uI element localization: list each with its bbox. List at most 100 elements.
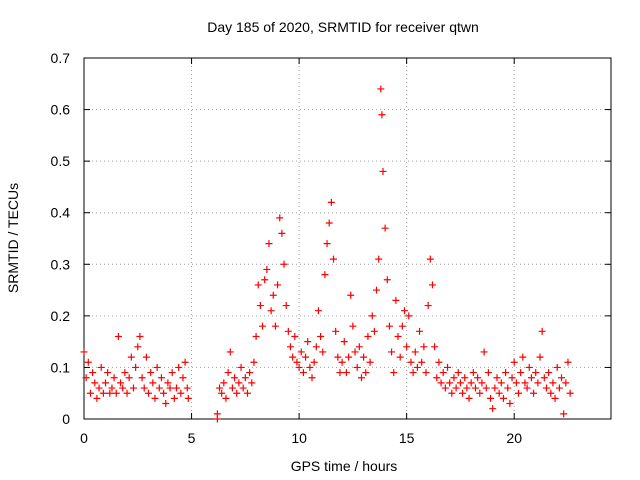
y-tick-label: 0.6 [51,102,71,118]
data-point [134,343,142,351]
data-point [327,198,335,206]
data-point [310,358,318,366]
data-point [259,322,267,330]
data-point [312,343,320,351]
x-tick-label: 5 [188,430,196,446]
data-point [562,379,570,387]
data-point [403,343,411,351]
data-point [267,307,275,315]
data-point [351,348,359,356]
data-point [452,384,460,392]
data-point [278,229,286,237]
data-point [398,322,406,330]
data-point [418,358,426,366]
data-point [355,343,363,351]
data-point [525,363,533,371]
data-point [444,363,452,371]
data-point [243,389,251,397]
data-point [549,379,557,387]
data-point [117,379,125,387]
data-point [224,369,232,377]
data-point [183,384,191,392]
data-point [246,369,254,377]
data-point [383,276,391,284]
data-point [532,369,540,377]
data-point [357,374,365,382]
data-point [385,322,393,330]
data-point [80,348,88,356]
data-point [261,276,269,284]
data-point [439,369,447,377]
data-point [448,389,456,397]
data-point [95,384,103,392]
data-point [295,363,303,371]
y-tick-label: 0.4 [51,205,71,221]
y-axis-label: SRMTID / TECUs [5,183,21,293]
data-point [349,322,357,330]
data-point [142,353,150,361]
data-point [151,394,159,402]
data-point [347,291,355,299]
data-point [263,265,271,273]
data-point [530,389,538,397]
data-point [411,348,419,356]
data-point [506,400,514,408]
data-point [172,384,180,392]
data-point [304,338,312,346]
data-point [110,374,118,382]
data-point [86,389,94,397]
data-point [125,374,133,382]
data-point [170,394,178,402]
data-point [471,384,479,392]
data-point [536,353,544,361]
data-point [459,389,467,397]
data-point [302,353,310,361]
data-point [373,286,381,294]
data-point [368,312,376,320]
data-point [381,224,389,232]
chart-title: Day 185 of 2020, SRMTID for receiver qtw… [207,19,479,35]
data-point [461,374,469,382]
data-point [149,379,157,387]
data-point [104,369,112,377]
data-point [428,281,436,289]
data-point [435,358,443,366]
y-tick-label: 0.5 [51,153,71,169]
data-point [319,348,327,356]
data-point [239,384,247,392]
data-point [338,358,346,366]
data-point [256,302,264,310]
data-point [129,384,137,392]
data-point [108,384,116,392]
data-point [114,332,122,340]
data-point [276,214,284,222]
data-point [482,384,490,392]
data-point [106,389,114,397]
data-point [127,353,135,361]
data-point [231,374,239,382]
data-point [502,369,510,377]
data-point [542,384,550,392]
data-point [93,394,101,402]
data-point [405,312,413,320]
data-point [362,369,370,377]
data-point [112,389,120,397]
data-point [330,255,338,263]
data-point [160,389,168,397]
data-point [181,358,189,366]
y-tick-label: 0.2 [51,308,71,324]
data-point [484,369,492,377]
data-point [431,343,439,351]
data-point [102,379,110,387]
data-point [523,384,531,392]
data-point [491,384,499,392]
data-point [538,327,546,335]
data-point [252,332,260,340]
data-point [233,389,241,397]
data-point [82,374,90,382]
data-point [495,389,503,397]
y-tick-label: 0.1 [51,359,71,375]
data-point [476,389,484,397]
data-point [289,353,297,361]
data-point [321,271,329,279]
